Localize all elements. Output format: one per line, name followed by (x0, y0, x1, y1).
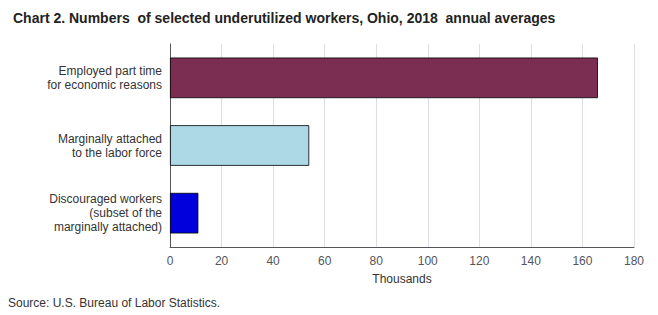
svg-text:0: 0 (167, 254, 174, 268)
svg-text:marginally attached): marginally attached) (54, 220, 162, 234)
svg-text:Discouraged workers: Discouraged workers (49, 192, 162, 206)
svg-text:80: 80 (370, 254, 384, 268)
svg-text:Chart 2. Numbers of selected: Chart 2. Numbers of selected underutiliz… (13, 10, 556, 26)
svg-text:for economic reasons: for economic reasons (47, 78, 162, 92)
svg-text:to the labor force: to the labor force (72, 146, 162, 160)
svg-text:40: 40 (266, 254, 280, 268)
svg-text:20: 20 (215, 254, 229, 268)
svg-text:120: 120 (469, 254, 489, 268)
svg-text:Marginally attached: Marginally attached (58, 132, 162, 146)
svg-text:Employed part time: Employed part time (59, 64, 163, 78)
svg-text:(subset of the: (subset of the (89, 206, 162, 220)
svg-text:180: 180 (624, 254, 644, 268)
svg-text:140: 140 (521, 254, 541, 268)
svg-text:Source: U.S. Bureau of Labor S: Source: U.S. Bureau of Labor Statistics. (8, 296, 220, 310)
svg-text:160: 160 (572, 254, 592, 268)
svg-text:60: 60 (318, 254, 332, 268)
svg-text:100: 100 (418, 254, 438, 268)
svg-text:Thousands: Thousands (372, 272, 431, 286)
